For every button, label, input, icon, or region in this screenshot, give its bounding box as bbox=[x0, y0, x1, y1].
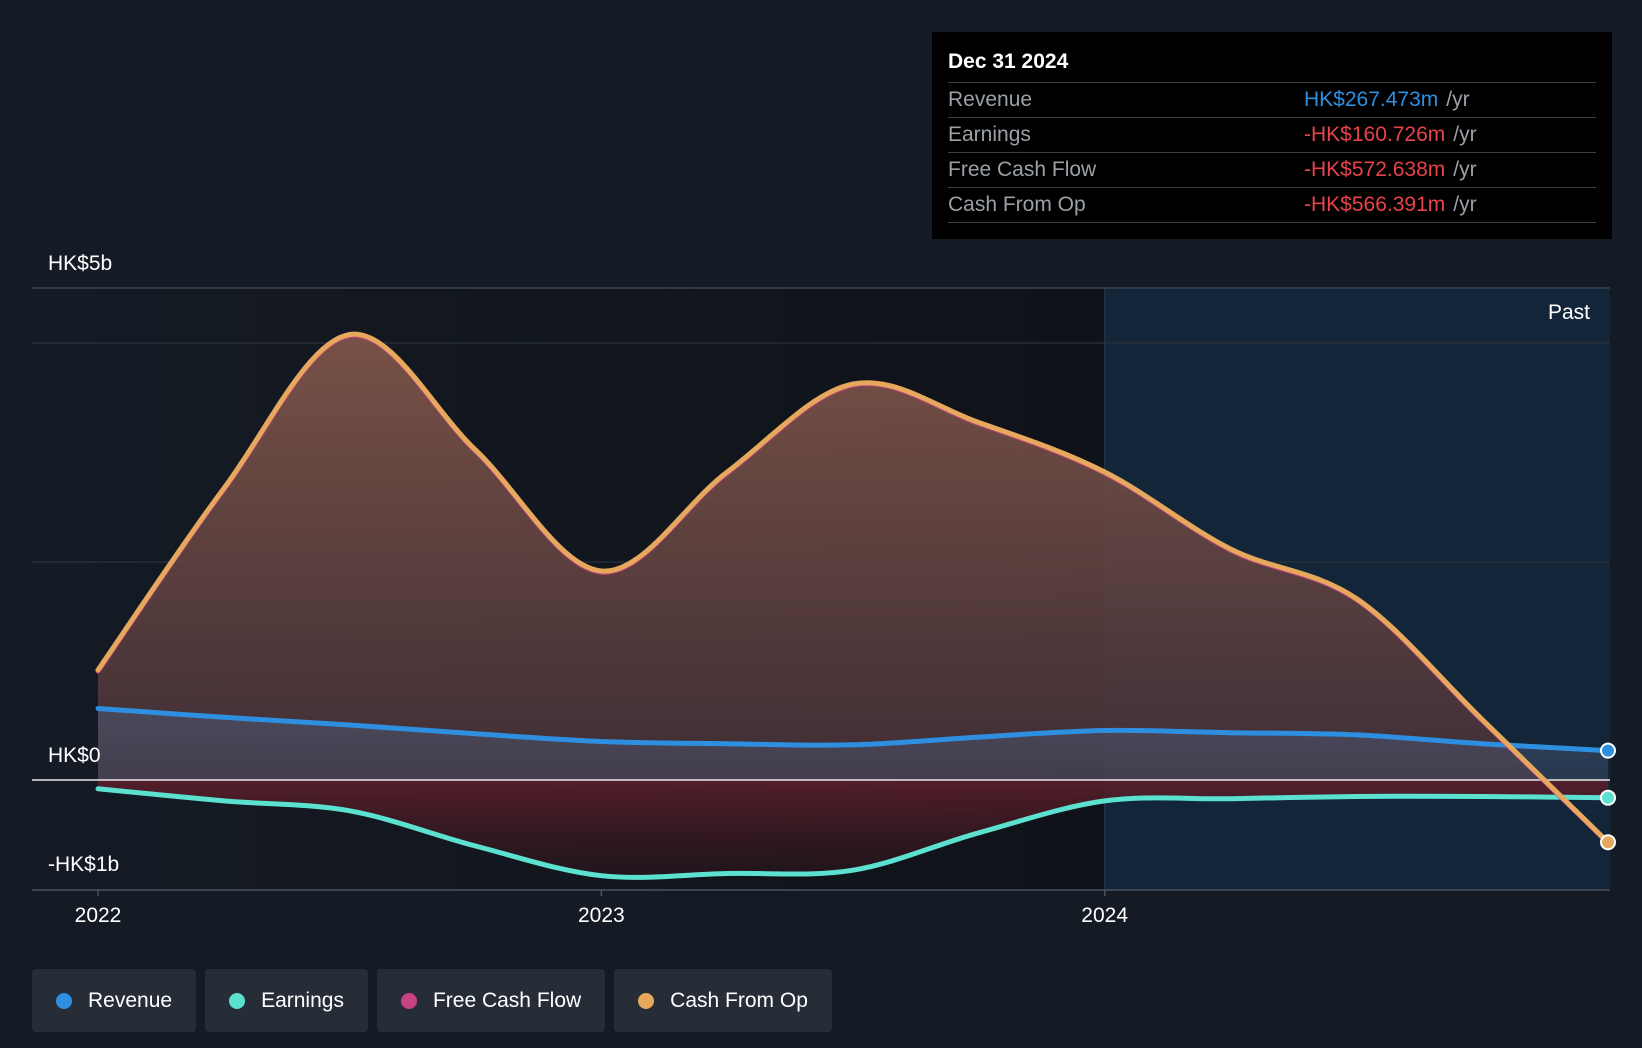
tooltip-row: Free Cash Flow -HK$572.638m/yr bbox=[948, 152, 1596, 187]
tooltip-row: Revenue HK$267.473m/yr bbox=[948, 82, 1596, 117]
tooltip-row-label: Revenue bbox=[948, 88, 1033, 111]
legend-dot-icon bbox=[56, 992, 72, 1009]
cash-from-op-end-point bbox=[1600, 834, 1616, 851]
free-cash-flow-area bbox=[98, 335, 1608, 780]
tooltip-row-value: -HK$160.726m bbox=[1304, 123, 1446, 146]
legend-dot-icon bbox=[638, 992, 655, 1009]
revenue-area bbox=[98, 708, 1608, 780]
legend: Revenue Earnings Free Cash Flow Cash From O… bbox=[32, 969, 832, 1032]
revenue-line bbox=[95, 706, 1610, 754]
legend-dot-icon bbox=[229, 992, 246, 1009]
cash-from-op-line bbox=[95, 331, 1610, 845]
tooltip-row-label: Cash From Op bbox=[948, 193, 1086, 216]
legend-item-free-cash-flow[interactable]: Free Cash Flow bbox=[376, 969, 606, 1032]
tooltip-row-value: -HK$572.638m bbox=[1304, 158, 1446, 181]
tooltip-row: Earnings -HK$160.726m/yr bbox=[948, 117, 1596, 152]
legend-label: Free Cash Flow bbox=[432, 988, 582, 1012]
tooltip-row-value: HK$267.473m bbox=[1304, 88, 1439, 111]
legend-label: Revenue bbox=[88, 988, 173, 1012]
tooltip-date: Dec 31 2024 bbox=[948, 50, 1069, 73]
past-label: Past bbox=[1548, 301, 1591, 324]
legend-label: Cash From Op bbox=[670, 988, 808, 1012]
legend-dot-icon bbox=[400, 992, 417, 1009]
tooltip-row: Cash From Op -HK$566.391m/yr bbox=[948, 187, 1596, 223]
tooltip-row-unit: /yr bbox=[1453, 123, 1477, 146]
y-tick-label-zero: HK$0 bbox=[48, 744, 101, 767]
revenue-end-point bbox=[1600, 742, 1616, 759]
tooltip-row-unit: /yr bbox=[1446, 88, 1470, 111]
y-tick-label-top: HK$5b bbox=[48, 252, 113, 275]
tooltip-row-label: Free Cash Flow bbox=[948, 158, 1097, 181]
x-tick-label: 2024 bbox=[1081, 904, 1128, 927]
y-tick-label-bottom: -HK$1b bbox=[48, 853, 120, 876]
x-tick-label: 2023 bbox=[578, 904, 625, 927]
earnings-line bbox=[95, 786, 1610, 880]
tooltip-row-label: Earnings bbox=[948, 123, 1031, 146]
earnings-area bbox=[98, 780, 1608, 878]
x-tick-label: 2022 bbox=[75, 904, 122, 927]
legend-item-cash-from-op[interactable]: Cash From Op bbox=[614, 969, 832, 1032]
tooltip-panel: Dec 31 2024 Revenue HK$267.473m/yr Earning… bbox=[932, 32, 1612, 239]
chart-area: 2022 2023 2024 bbox=[32, 287, 1616, 927]
tooltip-row-unit: /yr bbox=[1453, 193, 1477, 216]
legend-label: Earnings bbox=[261, 988, 344, 1012]
legend-item-revenue[interactable]: Revenue bbox=[32, 969, 197, 1032]
earnings-end-point bbox=[1600, 789, 1616, 806]
legend-item-earnings[interactable]: Earnings bbox=[205, 969, 368, 1032]
tooltip-row-unit: /yr bbox=[1453, 158, 1477, 181]
tooltip-row-value: -HK$566.391m bbox=[1304, 193, 1446, 216]
